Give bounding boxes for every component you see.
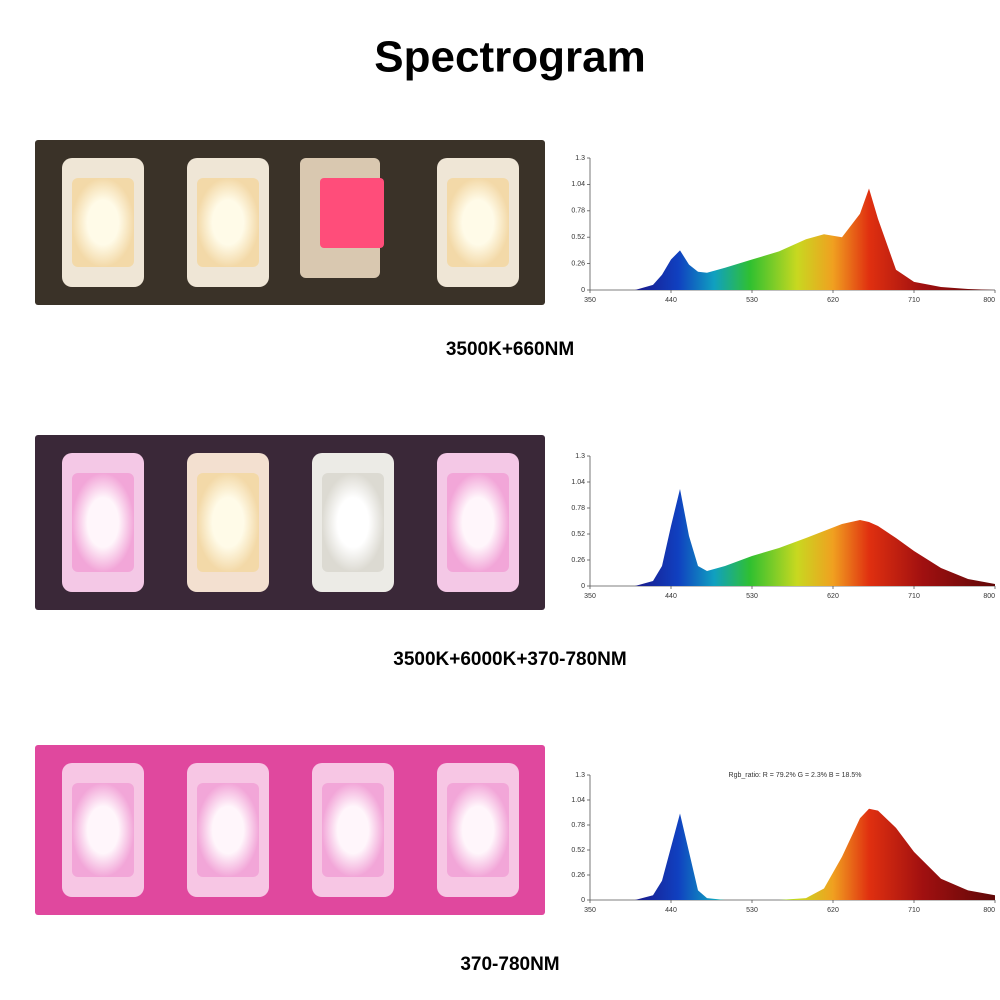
spectrum-area (635, 489, 995, 586)
y-tick-label: 0.52 (571, 234, 585, 241)
caption: 370-780NM (460, 954, 559, 975)
y-tick-label: 0.78 (571, 505, 585, 512)
x-tick-label: 710 (908, 297, 920, 304)
led-glow (72, 178, 134, 267)
led-glow (197, 178, 259, 267)
x-tick-label: 530 (746, 593, 758, 600)
y-tick-label: 1.04 (571, 479, 585, 486)
x-tick-label: 350 (584, 297, 596, 304)
annotation: Rgb_ratio: R = 79.2% G = 2.3% B = 18.5% (729, 772, 862, 779)
x-tick-label: 620 (827, 593, 839, 600)
y-tick-label: 0 (581, 287, 585, 294)
led-glow (322, 783, 384, 877)
x-tick-label: 350 (584, 593, 596, 600)
x-tick-label: 800 (983, 907, 995, 914)
led-glow (197, 783, 259, 877)
x-tick-label: 800 (983, 297, 995, 304)
led-panel (35, 435, 545, 610)
x-tick-label: 620 (827, 907, 839, 914)
caption: 3500K+660NM (446, 339, 574, 360)
led-glow (320, 178, 384, 248)
y-tick-label: 0.78 (571, 208, 585, 215)
page-title: Spectrogram (374, 33, 645, 82)
led-glow (322, 473, 384, 572)
spectrum-area (635, 808, 995, 900)
x-tick-label: 350 (584, 907, 596, 914)
led-panel (35, 140, 545, 305)
y-tick-label: 1.04 (571, 797, 585, 804)
x-tick-label: 530 (746, 907, 758, 914)
y-tick-label: 0 (581, 897, 585, 904)
x-tick-label: 440 (665, 907, 677, 914)
x-tick-label: 440 (665, 593, 677, 600)
spectrum-area (635, 188, 995, 290)
y-tick-label: 0 (581, 583, 585, 590)
led-panel (35, 745, 545, 915)
caption: 3500K+6000K+370-780NM (393, 649, 626, 670)
x-tick-label: 800 (983, 593, 995, 600)
y-tick-label: 0.52 (571, 847, 585, 854)
led-glow (197, 473, 259, 572)
x-tick-label: 710 (908, 593, 920, 600)
y-tick-label: 1.3 (575, 453, 585, 460)
y-tick-label: 0.26 (571, 260, 585, 267)
y-tick-label: 0.52 (571, 531, 585, 538)
x-tick-label: 440 (665, 297, 677, 304)
x-tick-label: 710 (908, 907, 920, 914)
led-glow (72, 783, 134, 877)
led-glow (447, 178, 509, 267)
x-tick-label: 530 (746, 297, 758, 304)
led-panels (35, 140, 545, 915)
led-glow (447, 783, 509, 877)
led-glow (72, 473, 134, 572)
y-tick-label: 1.04 (571, 181, 585, 188)
y-tick-label: 0.78 (571, 822, 585, 829)
y-tick-label: 1.3 (575, 155, 585, 162)
y-tick-label: 0.26 (571, 557, 585, 564)
led-glow (447, 473, 509, 572)
y-tick-label: 1.3 (575, 772, 585, 779)
x-tick-label: 620 (827, 297, 839, 304)
y-tick-label: 0.26 (571, 872, 585, 879)
